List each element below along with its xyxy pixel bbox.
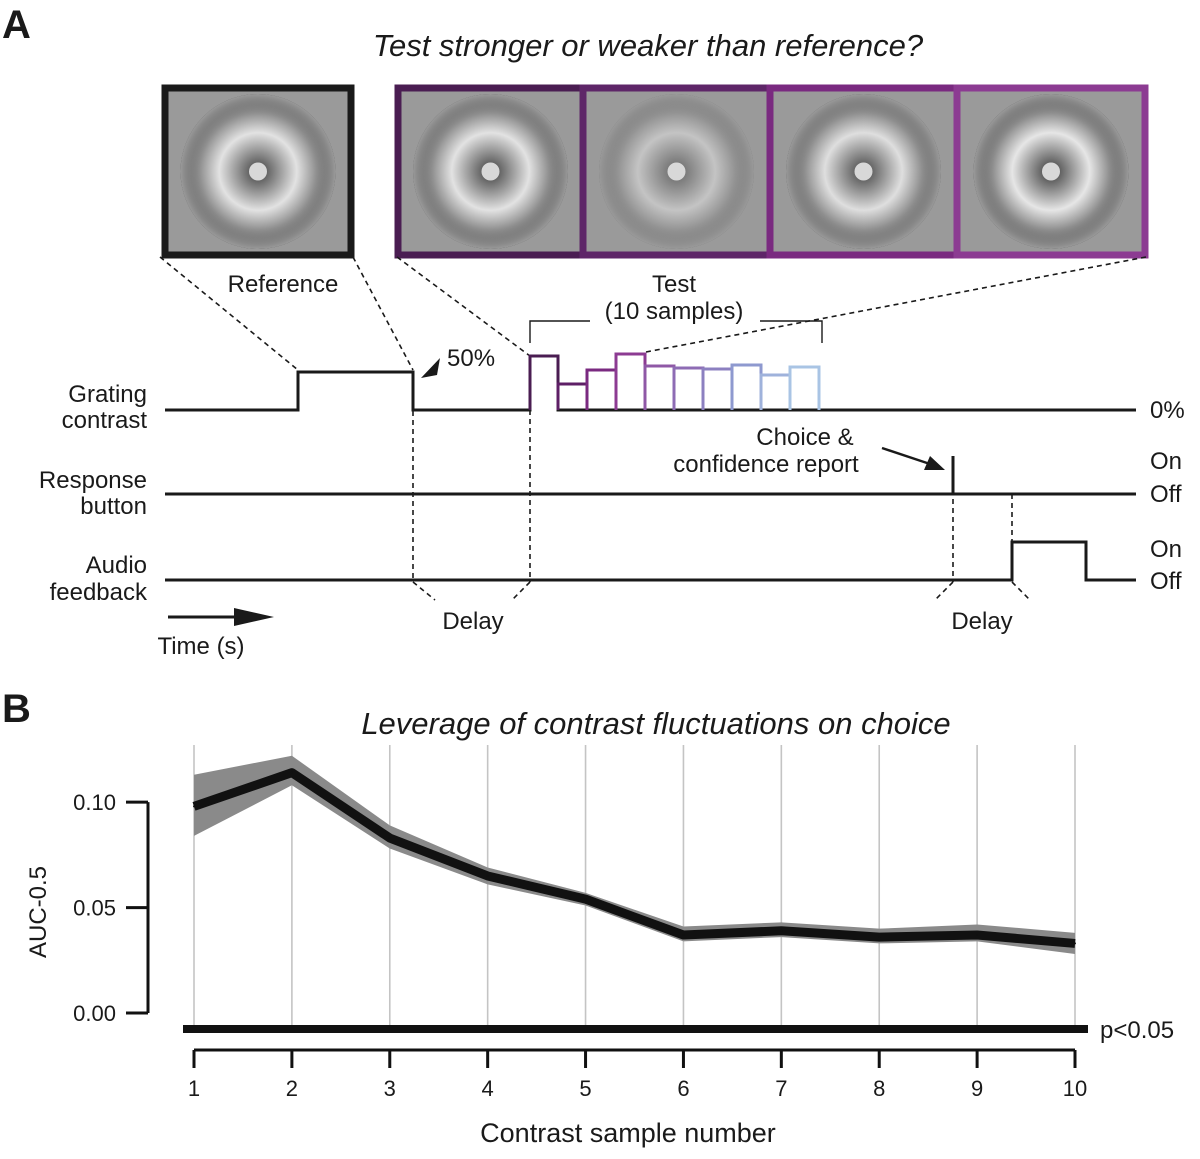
row-label-response-2: button xyxy=(80,493,147,520)
x-tick-label-6: 6 xyxy=(677,1076,689,1101)
x-tick-label-9: 9 xyxy=(971,1076,983,1101)
y-tick-label-3: 0.10 xyxy=(73,790,116,815)
test-sample-bar-7 xyxy=(701,367,734,410)
test-sample-bar-1 xyxy=(528,354,560,410)
choice-arrow-shaft xyxy=(881,446,931,466)
row-label-audio-2: feedback xyxy=(50,579,148,606)
mean-point-2 xyxy=(290,771,293,774)
mean-point-6 xyxy=(682,933,685,936)
panel-a-letter: A xyxy=(2,3,31,47)
mean-point-9 xyxy=(976,933,979,936)
time-arrow-head xyxy=(234,608,274,626)
test-sample-bar-3 xyxy=(585,368,618,410)
stimulus-images xyxy=(161,84,1149,259)
x-tick-label-2: 2 xyxy=(286,1076,298,1101)
test-sample-bar-5 xyxy=(643,364,676,410)
row-label-grating: Grating xyxy=(68,381,147,408)
test-sample-bar-8 xyxy=(730,363,763,410)
x-axis-label: Contrast sample number xyxy=(480,1118,776,1148)
audio-off-label: Off xyxy=(1150,568,1182,595)
time-label: Time (s) xyxy=(157,633,244,660)
x-tick-label-3: 3 xyxy=(384,1076,396,1101)
mean-point-7 xyxy=(780,929,783,932)
test-sample-bar-6 xyxy=(672,366,705,410)
test-sample-bar-10 xyxy=(788,365,821,410)
x-tick-label-7: 7 xyxy=(775,1076,787,1101)
delay-label-2: Delay xyxy=(951,608,1012,635)
x-tick-label-10: 10 xyxy=(1063,1076,1087,1101)
delay-label-1: Delay xyxy=(442,608,503,635)
reference-label: Reference xyxy=(228,271,339,298)
x-tick-label-5: 5 xyxy=(579,1076,591,1101)
panel-b-letter: B xyxy=(2,687,31,731)
mean-point-10 xyxy=(1074,942,1076,945)
mean-point-3 xyxy=(388,837,391,840)
mean-point-8 xyxy=(878,936,881,939)
x-tick-label-4: 4 xyxy=(482,1076,494,1101)
stimulus-image-4 xyxy=(766,84,961,259)
test-sample-bar-2 xyxy=(556,382,589,410)
mean-point-4 xyxy=(486,874,489,877)
test-sample-bars xyxy=(528,352,821,410)
x-tick-label-8: 8 xyxy=(873,1076,885,1101)
test-label: Test xyxy=(652,271,696,298)
stimulus-image-2 xyxy=(394,84,587,259)
audio-on-label: On xyxy=(1150,536,1182,563)
pedestal-arrow xyxy=(421,358,440,378)
y-tick-label-1: 0.00 xyxy=(73,1001,116,1026)
y-axis-label: AUC-0.5 xyxy=(25,866,52,958)
row-labels: Grating contrast Response button Audio f… xyxy=(39,381,148,606)
chart-title: Leverage of contrast fluctuations on cho… xyxy=(361,706,950,741)
stimulus-image-3 xyxy=(579,84,774,259)
mean-point-5 xyxy=(584,898,587,901)
sem-band xyxy=(194,755,1075,954)
response-off-label: Off xyxy=(1150,481,1182,508)
choice-label: Choice & xyxy=(756,424,853,451)
x-tick-label-1: 1 xyxy=(188,1076,200,1101)
test-sample-bar-9 xyxy=(759,373,792,410)
confidence-report-label: confidence report xyxy=(673,451,859,478)
test-sample-bar-4 xyxy=(614,352,647,410)
significance-label: p<0.05 xyxy=(1100,1017,1174,1044)
stimulus-image-1 xyxy=(161,84,355,259)
audio-feedback-trace xyxy=(165,540,1136,582)
row-label-audio: Audio xyxy=(86,552,147,579)
stimulus-image-5 xyxy=(953,84,1149,259)
y-tick-label-2: 0.05 xyxy=(73,896,116,921)
grating-contrast-trace xyxy=(165,354,1136,412)
panel-a-title: Test stronger or weaker than reference? xyxy=(373,28,924,63)
row-label-response: Response xyxy=(39,467,147,494)
response-button-trace xyxy=(165,456,1136,496)
row-label-grating-2: contrast xyxy=(62,407,148,434)
choice-arrow-head xyxy=(924,456,945,470)
test-samples-label: (10 samples) xyxy=(605,298,744,325)
mean-line xyxy=(192,768,1076,948)
response-on-label: On xyxy=(1150,448,1182,475)
mean-point-1 xyxy=(193,805,195,808)
auc-chart: 0.00 0.05 0.10 1 2 3 4 5 6 7 8 9 10 xyxy=(73,745,1088,1101)
pedestal-label: 50% xyxy=(447,345,495,372)
test-bracket xyxy=(529,320,823,343)
level-zero-label: 0% xyxy=(1150,397,1185,424)
